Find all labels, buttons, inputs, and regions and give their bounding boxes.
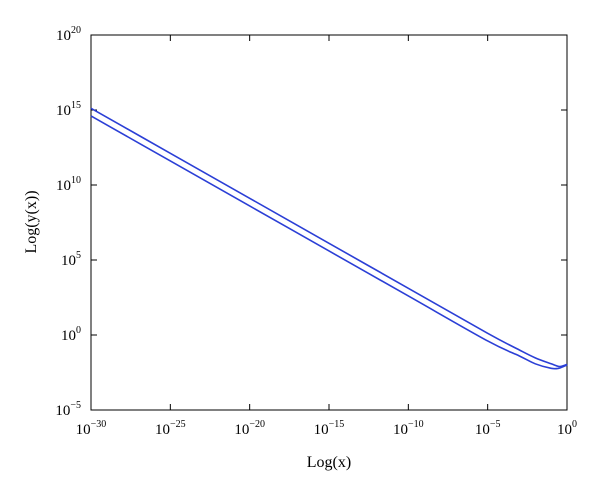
- x-tick-label: 10−15: [314, 419, 345, 438]
- x-tick-label: 100: [557, 419, 577, 438]
- series-layer: [90, 107, 568, 370]
- y-tick-label: 1015: [56, 100, 81, 119]
- x-tick-label: 10−5: [475, 419, 501, 438]
- y-tick-label: 10−5: [55, 400, 81, 419]
- x-tick-label: 10−20: [234, 419, 265, 438]
- y-tick-label: 1020: [56, 25, 81, 44]
- series-line-1: [90, 107, 568, 368]
- x-tick-label: 10−10: [393, 419, 424, 438]
- y-tick-label: 100: [61, 325, 81, 344]
- x-axis-label: Log(x): [307, 454, 351, 471]
- x-axis-ticks: 10−30 10−25 10−20 10−15 10−10 10−5 100: [76, 35, 577, 438]
- x-tick-label: 10−30: [76, 419, 107, 438]
- plot-area-frame: [90, 34, 568, 411]
- y-tick-label: 105: [61, 250, 81, 269]
- y-tick-label: 1010: [56, 175, 81, 194]
- y-axis-ticks: 10−5 100 105 1010 1015 1020: [55, 25, 567, 419]
- y-axis-label: Log(y(x)): [23, 190, 40, 253]
- series-line-2: [90, 115, 568, 370]
- x-tick-label: 10−25: [155, 419, 186, 438]
